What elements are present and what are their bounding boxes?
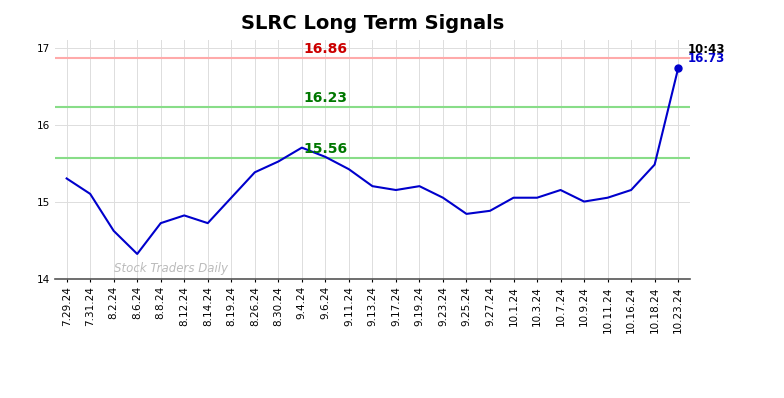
Text: 16.86: 16.86 <box>303 42 347 56</box>
Text: 15.56: 15.56 <box>303 142 347 156</box>
Text: Stock Traders Daily: Stock Traders Daily <box>114 262 227 275</box>
Text: 10:43: 10:43 <box>688 43 725 56</box>
Title: SLRC Long Term Signals: SLRC Long Term Signals <box>241 14 504 33</box>
Text: 16.23: 16.23 <box>303 90 347 105</box>
Text: 16.73: 16.73 <box>688 52 725 65</box>
